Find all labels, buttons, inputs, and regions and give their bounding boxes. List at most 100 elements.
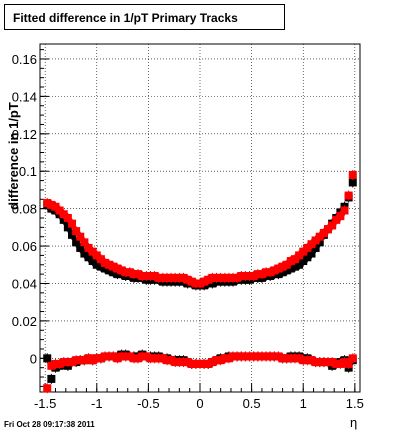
data-point xyxy=(290,262,299,271)
data-point xyxy=(319,228,328,237)
data-point xyxy=(282,260,291,269)
data-point xyxy=(88,247,97,256)
data-point xyxy=(175,273,184,282)
data-point xyxy=(212,273,221,282)
data-point xyxy=(96,262,105,271)
data-point xyxy=(191,279,200,288)
data-point xyxy=(196,279,204,288)
data-point xyxy=(113,354,122,363)
data-point xyxy=(51,202,60,211)
data-point xyxy=(80,356,89,365)
data-point xyxy=(253,352,262,361)
data-point xyxy=(59,215,68,224)
x-tick-label: 0 xyxy=(196,396,203,411)
data-point xyxy=(158,354,167,363)
data-point xyxy=(121,268,130,277)
y-tick-label: 0.08 xyxy=(12,202,37,217)
data-point xyxy=(270,266,279,275)
data-point xyxy=(278,354,287,363)
data-point xyxy=(76,243,85,252)
data-point xyxy=(336,359,345,368)
data-point xyxy=(171,273,180,282)
tick-layer xyxy=(40,49,356,392)
data-point xyxy=(121,352,130,361)
data-point xyxy=(150,272,159,280)
data-point xyxy=(109,262,118,271)
data-point xyxy=(257,352,266,361)
data-point xyxy=(125,352,134,361)
data-point xyxy=(43,384,52,393)
data-point xyxy=(51,359,60,368)
data-point xyxy=(274,352,283,361)
data-point xyxy=(311,243,320,252)
data-point xyxy=(315,358,324,367)
data-point xyxy=(233,352,242,361)
data-point xyxy=(307,249,316,258)
data-point xyxy=(142,272,151,280)
data-point xyxy=(224,273,233,282)
data-point xyxy=(179,273,188,282)
data-point xyxy=(113,264,122,273)
data-point xyxy=(167,356,176,365)
data-point xyxy=(262,352,271,361)
x-tick-label: -0.5 xyxy=(137,396,159,411)
chart-title: Fitted difference in 1/pT Primary Tracks xyxy=(13,11,238,25)
data-point xyxy=(47,361,56,370)
data-point xyxy=(146,272,155,280)
data-point xyxy=(282,354,291,363)
data-point xyxy=(311,358,320,367)
y-tick-label: 0.12 xyxy=(12,127,37,142)
data-point xyxy=(96,354,105,363)
data-point xyxy=(72,238,81,247)
data-point xyxy=(167,273,176,282)
data-point xyxy=(344,359,353,368)
data-point xyxy=(299,356,308,365)
data-point xyxy=(278,268,287,277)
data-point xyxy=(138,352,147,361)
data-point xyxy=(76,356,85,365)
data-point xyxy=(216,356,225,365)
data-point xyxy=(270,352,279,361)
data-point xyxy=(307,356,316,365)
x-axis-title: η xyxy=(350,415,357,430)
data-point xyxy=(315,238,324,247)
data-point xyxy=(237,352,246,361)
data-point xyxy=(138,272,147,280)
data-point xyxy=(295,354,304,363)
data-point xyxy=(63,214,72,222)
series-1 xyxy=(43,169,357,289)
data-point xyxy=(274,264,283,273)
data-point xyxy=(84,253,93,262)
y-tick-label: 0.04 xyxy=(12,276,37,291)
data-point xyxy=(324,225,332,234)
data-point xyxy=(319,358,328,367)
x-tick-label: 1 xyxy=(300,396,307,411)
data-point xyxy=(68,230,76,239)
data-point xyxy=(311,236,320,245)
data-point xyxy=(249,272,258,280)
data-point xyxy=(303,243,312,252)
data-point xyxy=(84,354,93,363)
data-point xyxy=(257,270,266,279)
data-point xyxy=(340,206,349,215)
data-point xyxy=(88,356,97,365)
data-point xyxy=(175,358,184,367)
data-point xyxy=(266,352,275,361)
label-layer: -1.5 -1 -0.5 0 0.5 1 1.5 0 0.02 0.04 0.06 0.08 0.1 0.… xyxy=(12,52,364,411)
data-point xyxy=(146,354,155,363)
data-point xyxy=(191,359,200,368)
data-point xyxy=(68,358,76,367)
data-point xyxy=(332,215,341,224)
data-point xyxy=(162,273,171,282)
data-point xyxy=(299,247,308,256)
data-point xyxy=(307,240,316,249)
data-point xyxy=(47,374,56,383)
data-point xyxy=(241,352,250,361)
data-point xyxy=(295,260,304,269)
y-tick-label: 0.14 xyxy=(12,89,37,104)
data-point xyxy=(229,352,238,361)
data-point xyxy=(92,260,101,269)
data-point xyxy=(216,273,225,282)
data-point xyxy=(332,359,341,368)
